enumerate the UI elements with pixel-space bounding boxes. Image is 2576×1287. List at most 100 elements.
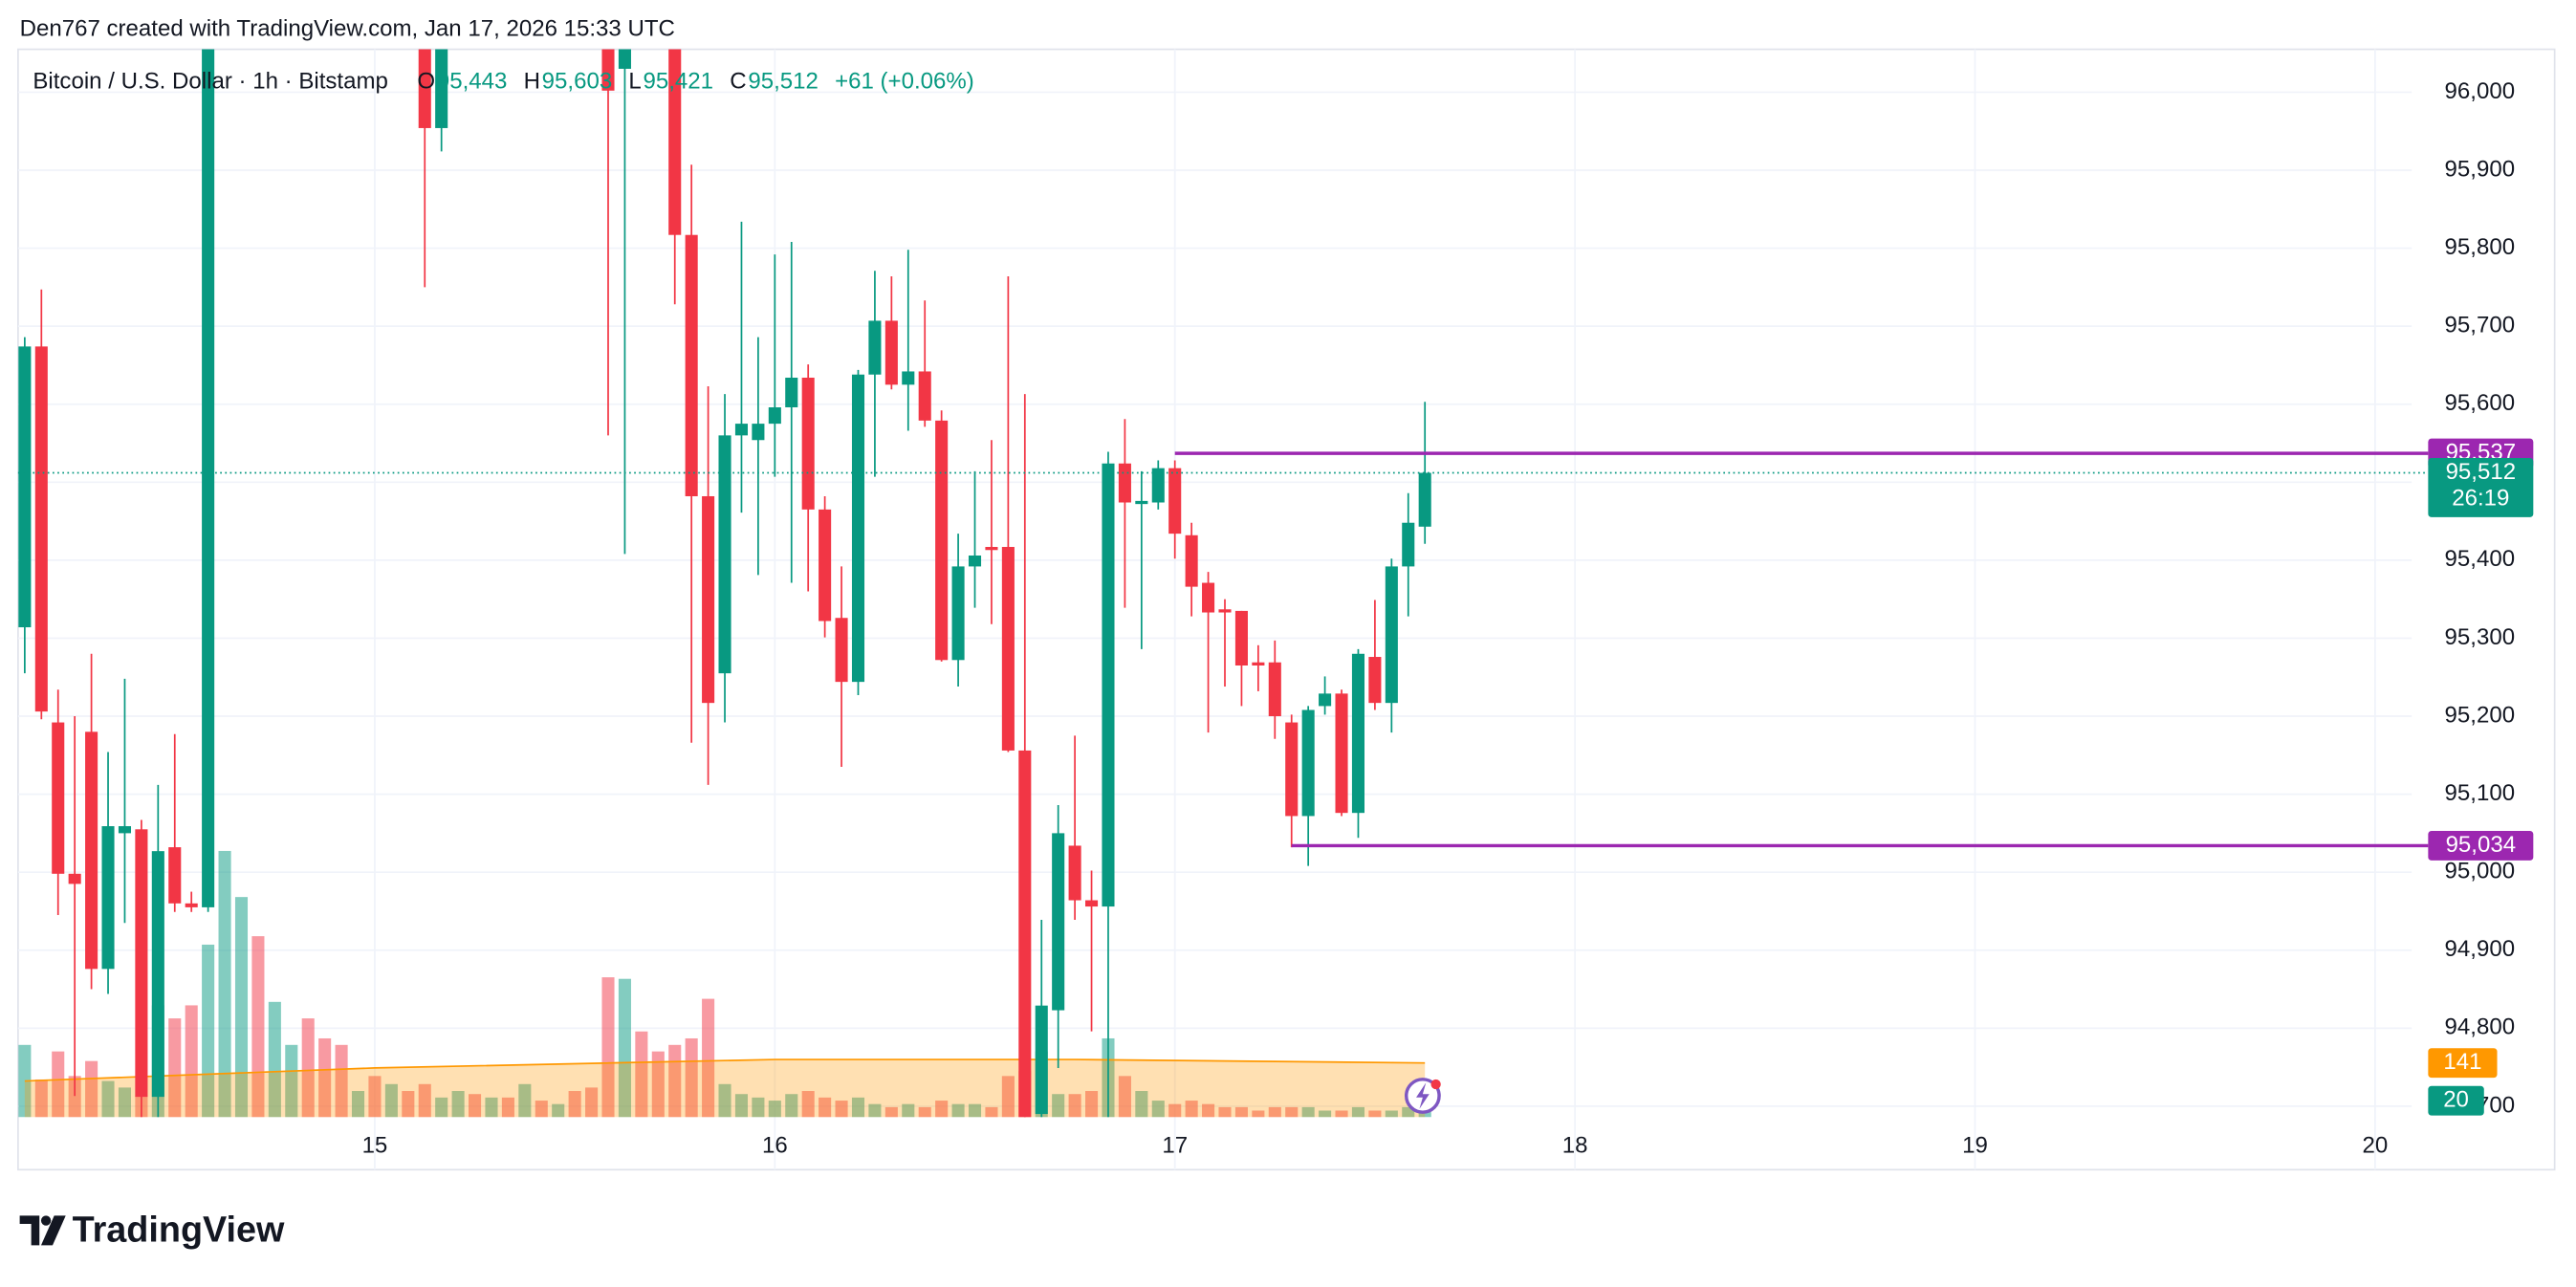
- candle-body: [1402, 522, 1415, 567]
- volume-ma-line: [24, 1058, 1426, 1082]
- y-tick-label: 95,900: [2445, 156, 2516, 182]
- y-tick-label: 95,000: [2445, 859, 2516, 884]
- candle-body: [718, 435, 731, 674]
- candle-body: [851, 374, 865, 683]
- x-tick-label: 19: [1962, 1133, 1988, 1159]
- candle-body: [1052, 833, 1065, 1011]
- volume-bar: [884, 1106, 898, 1118]
- volume-bar: [585, 1087, 599, 1118]
- logo-mark: [40, 1215, 66, 1246]
- candle-body: [685, 234, 698, 496]
- candle-body: [668, 49, 682, 235]
- candle-body: [1068, 845, 1081, 901]
- volume-bar: [535, 1101, 548, 1118]
- candle-body: [135, 829, 148, 1098]
- candle-body: [935, 420, 949, 661]
- volume-bar: [1185, 1101, 1198, 1118]
- candle-body: [418, 49, 431, 128]
- volume-bar: [1085, 1091, 1099, 1118]
- volume-bar: [1402, 1106, 1415, 1118]
- candle-body: [1418, 472, 1431, 527]
- candle-body: [1168, 468, 1182, 534]
- volume-label-box: [2428, 1085, 2484, 1116]
- header-text: Den767 created with TradingView.com, Jan…: [20, 15, 675, 41]
- volume-bar: [18, 1044, 32, 1118]
- candle-body: [1035, 1005, 1048, 1115]
- volume-bar: [34, 1079, 48, 1118]
- ohlc-value: 95,512: [748, 68, 819, 94]
- footer-logo: TradingView: [19, 1211, 285, 1251]
- volume-bar: [1118, 1076, 1131, 1118]
- volume-bar: [801, 1091, 815, 1118]
- volume-bar: [951, 1103, 965, 1118]
- chart-frame: [17, 48, 2556, 1171]
- volume-bar: [552, 1103, 565, 1118]
- ohlc-key: H: [524, 68, 540, 94]
- y-tick-label: 94,900: [2445, 936, 2516, 962]
- candle-body: [185, 903, 198, 907]
- volume-bar: [384, 1083, 398, 1118]
- candle-body: [884, 320, 898, 385]
- volume-bar: [1234, 1106, 1248, 1118]
- candle-body: [785, 377, 798, 407]
- candle-body: [68, 873, 81, 884]
- candle-body: [1285, 722, 1299, 817]
- volume-bar: [601, 977, 615, 1118]
- candle-body: [601, 49, 615, 91]
- x-tick-label: 17: [1162, 1133, 1188, 1159]
- y-tick-label: 95,400: [2445, 546, 2516, 572]
- volume-bar: [1168, 1103, 1182, 1118]
- volume-bar: [402, 1091, 415, 1118]
- candle-body: [968, 555, 982, 567]
- icon-dot: [1430, 1079, 1441, 1090]
- volume-bar: [1268, 1106, 1281, 1118]
- price-label-box: [2428, 830, 2534, 861]
- volume-bar: [268, 1001, 281, 1118]
- candle-body: [1135, 500, 1148, 505]
- volume-bar: [968, 1103, 982, 1118]
- volume-bar: [851, 1097, 865, 1118]
- ohlc-key: L: [628, 68, 641, 94]
- y-tick-label: 95,700: [2445, 313, 2516, 338]
- volume-bar: [635, 1031, 648, 1118]
- candle-body: [435, 49, 448, 128]
- candle-body: [951, 566, 965, 661]
- candle-body: [1151, 468, 1165, 503]
- volume-bar: [351, 1091, 365, 1118]
- candle-body: [1018, 750, 1032, 1118]
- candle-body: [918, 371, 931, 421]
- volume-bar: [1218, 1106, 1232, 1118]
- volume-bar: [52, 1051, 65, 1118]
- candle-body: [18, 346, 32, 628]
- volume-bar: [1068, 1094, 1081, 1118]
- volume-bar: [101, 1080, 115, 1118]
- volume-bar: [685, 1037, 698, 1118]
- candle-body: [1102, 463, 1115, 907]
- volume-bar: [985, 1106, 998, 1118]
- candle-body: [902, 371, 915, 385]
- candle-body: [1118, 463, 1131, 503]
- volume-bar: [518, 1083, 532, 1118]
- candle-body: [835, 618, 848, 683]
- candle-body: [1335, 693, 1348, 814]
- last-price-label: 95,512: [2446, 459, 2517, 485]
- volume-bar: [218, 850, 231, 1118]
- x-tick-label: 18: [1562, 1133, 1588, 1159]
- candle-body: [1085, 900, 1099, 907]
- volume-bar: [234, 897, 249, 1118]
- volume-bar: [768, 1101, 781, 1118]
- candle-body: [168, 847, 182, 904]
- axes: 94,70094,80094,90095,00095,10095,20095,3…: [17, 78, 2534, 1159]
- candle-body: [1385, 566, 1398, 704]
- candle-body: [34, 346, 48, 712]
- price-label: 95,034: [2446, 832, 2517, 858]
- candle-body: [1218, 609, 1232, 613]
- candle-body: [1001, 547, 1015, 751]
- candle-body: [118, 826, 132, 834]
- volume-bar: [902, 1103, 915, 1118]
- ohlc-value: 95,421: [644, 68, 714, 94]
- candle-body: [702, 495, 715, 704]
- candle-body: [868, 320, 882, 375]
